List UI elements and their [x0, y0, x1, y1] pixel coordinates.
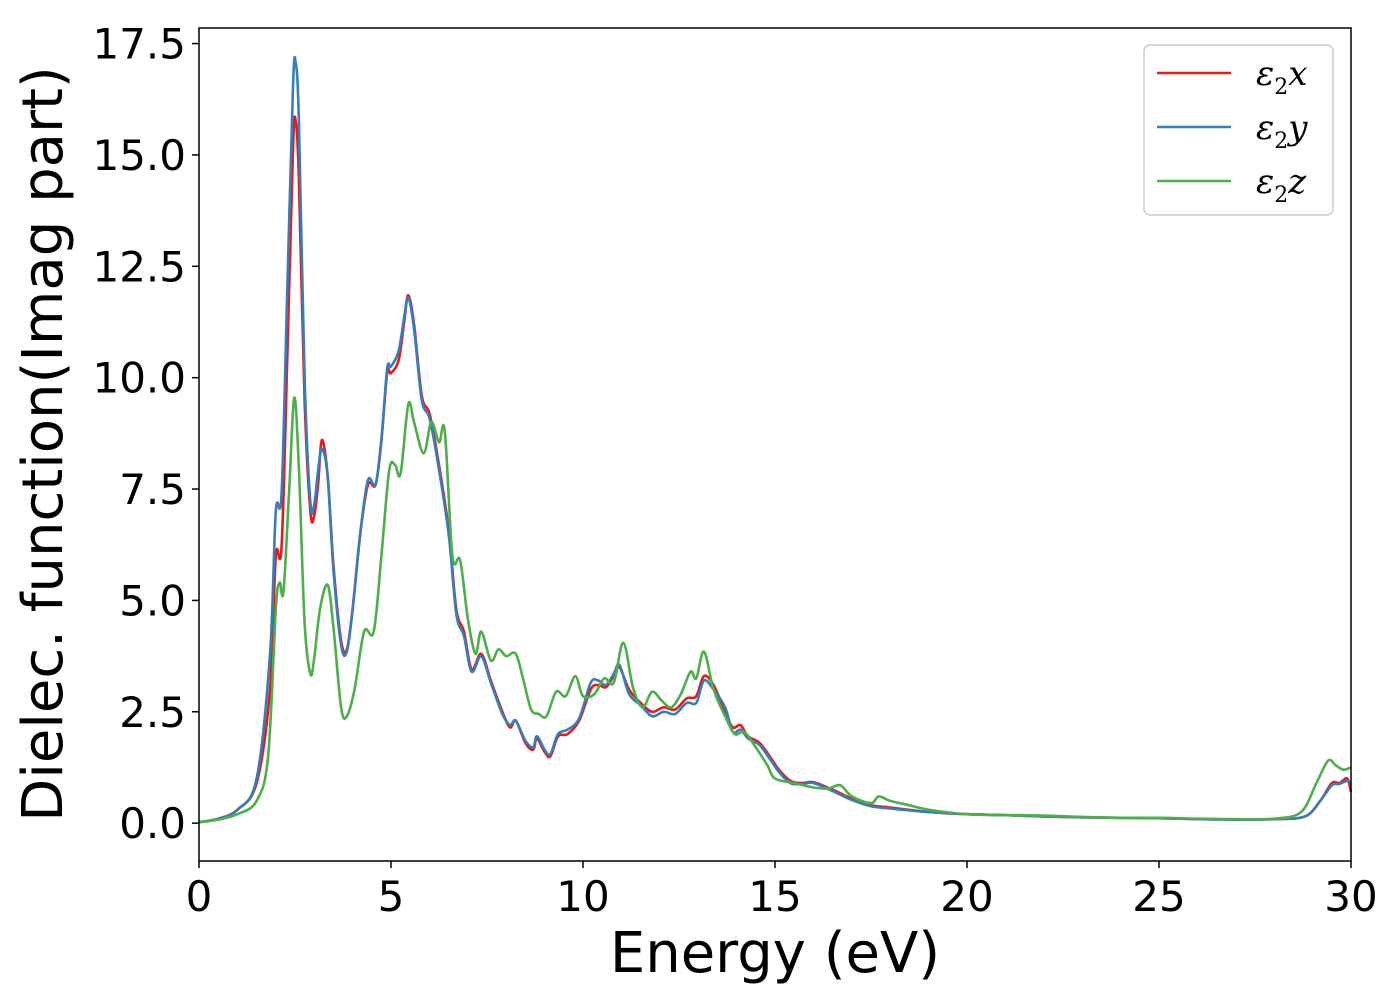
x-tick-label: 5: [378, 872, 405, 921]
series-line-y: [198, 56, 1352, 824]
y-tick-label: 12.5: [92, 242, 186, 291]
y-tick-label: 17.5: [92, 20, 186, 69]
legend-label-z: ε2z: [1256, 162, 1307, 208]
x-tick-label: 30: [1324, 872, 1377, 921]
y-tick-label: 7.5: [119, 465, 186, 514]
legend-entries: ε2x ε2y ε2z: [1157, 54, 1308, 208]
y-tick-label: 0.0: [119, 799, 186, 848]
legend-label-y: ε2y: [1256, 108, 1308, 154]
x-tick-label: 10: [556, 872, 609, 921]
x-tick-label: 0: [186, 872, 213, 921]
y-tick-label: 10.0: [92, 354, 186, 403]
series-layer: [198, 56, 1353, 824]
series-line-z: [198, 396, 1352, 824]
y-tick-label: 2.5: [119, 688, 186, 737]
x-tick-label: 15: [748, 872, 801, 921]
legend-box: [1143, 44, 1334, 216]
x-axis-label: Energy (eV): [610, 921, 940, 986]
tick-layer: 0 5 10 15 20 25 30 0.0 2.5 5.0 7.5 10.0 12.5 15.0 17.5: [92, 20, 1377, 921]
y-tick-label: 5.0: [119, 576, 186, 625]
x-tick-label: 20: [940, 872, 993, 921]
x-tick-label: 25: [1132, 872, 1185, 921]
legend-label-x: ε2x: [1256, 54, 1307, 100]
legend: ε2x ε2y ε2z: [1143, 44, 1334, 216]
y-axis-label: Dielec. function(Imag part): [11, 66, 76, 822]
y-tick-label: 15.0: [92, 131, 186, 180]
